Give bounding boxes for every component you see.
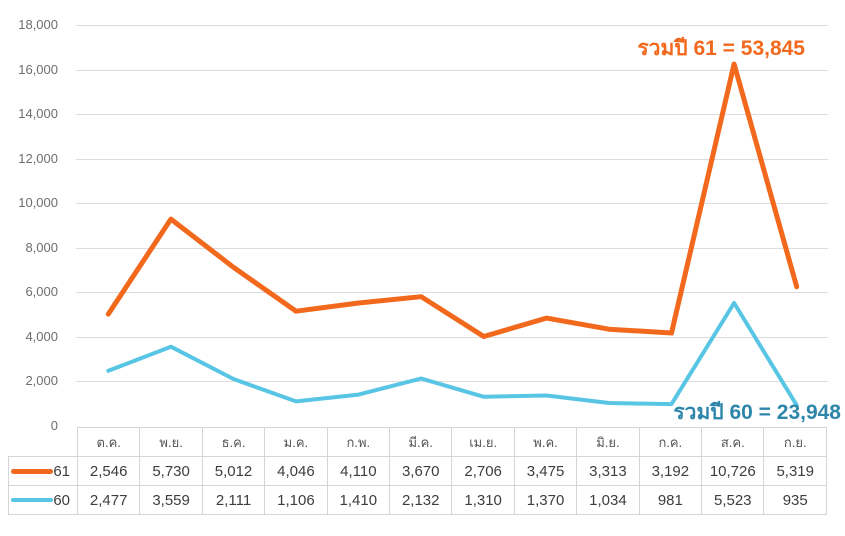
annotation-total-60: รวมปี 60 = 23,948 xyxy=(673,401,841,424)
value-cell: 4,110 xyxy=(326,456,391,486)
table-row-series-60: 60 2,477 3,559 2,111 1,106 1,410 2,132 1,310 1,3… xyxy=(8,485,827,515)
value-cell: 1,034 xyxy=(576,485,640,515)
month-header-cell: มี.ค. xyxy=(389,427,453,457)
legend-line-swatch-60 xyxy=(11,498,53,502)
month-header-cell: ม.ค. xyxy=(264,427,328,457)
month-header-cell: ก.พ. xyxy=(326,427,391,457)
month-header-cell: ก.ย. xyxy=(763,427,827,457)
data-table: ต.ค. พ.ย. ธ.ค. ม.ค. ก.พ. มี.ค. เม.ย. พ.ค. มิ.ย. ก… xyxy=(8,427,827,515)
value-cell: 1,370 xyxy=(513,485,578,515)
month-header-cell: เม.ย. xyxy=(451,427,515,457)
month-header-cell: พ.ค. xyxy=(513,427,578,457)
y-axis-tick-label: 10,000 xyxy=(18,195,58,211)
y-axis-tick-label: 8,000 xyxy=(25,239,58,255)
month-header-cell: มิ.ย. xyxy=(576,427,640,457)
value-cell: 1,410 xyxy=(326,485,391,515)
y-axis-tick-label: 0 xyxy=(50,418,58,433)
value-cell: 3,192 xyxy=(638,456,703,486)
value-cell: 2,132 xyxy=(389,485,453,515)
annotation-total-61: รวมปี 61 = 53,845 xyxy=(637,37,805,60)
table-header-row: ต.ค. พ.ย. ธ.ค. ม.ค. ก.พ. มี.ค. เม.ย. พ.ค. มิ.ย. ก… xyxy=(8,427,827,457)
value-cell: 10,726 xyxy=(701,456,765,486)
legend-label-61: 61 xyxy=(53,462,70,480)
month-header-cell: ต.ค. xyxy=(76,427,141,457)
month-header-cell: ก.ค. xyxy=(638,427,703,457)
y-axis-tick-label: 18,000 xyxy=(18,17,58,32)
value-cell: 2,111 xyxy=(201,485,266,515)
value-cell: 3,559 xyxy=(139,485,203,515)
value-cell: 3,670 xyxy=(389,456,453,486)
value-cell: 3,475 xyxy=(513,456,578,486)
value-cell: 3,313 xyxy=(576,456,640,486)
value-cell: 2,477 xyxy=(76,485,141,515)
series-line-60 xyxy=(106,301,799,408)
legend-cell-60: 60 xyxy=(8,485,78,515)
month-header-cell: ธ.ค. xyxy=(201,427,266,457)
value-cell: 5,523 xyxy=(701,485,765,515)
value-cell: 1,310 xyxy=(451,485,515,515)
value-cell: 935 xyxy=(763,485,827,515)
table-row-series-61: 61 2,546 5,730 5,012 4,046 4,110 3,670 2,706 3,4… xyxy=(8,456,827,486)
legend-cell-61: 61 xyxy=(8,456,78,486)
value-cell: 5,730 xyxy=(139,456,203,486)
month-header-cell: พ.ย. xyxy=(139,427,203,457)
value-cell: 5,319 xyxy=(763,456,827,486)
value-cell: 2,546 xyxy=(76,456,141,486)
y-axis-tick-label: 12,000 xyxy=(18,150,58,166)
y-axis-tick-label: 16,000 xyxy=(18,61,58,77)
y-axis-tick-label: 6,000 xyxy=(25,284,58,300)
value-cell: 981 xyxy=(638,485,703,515)
legend-line-swatch-61 xyxy=(11,468,53,474)
value-cell: 5,012 xyxy=(201,456,266,486)
series-line-61 xyxy=(105,61,800,339)
legend-label-60: 60 xyxy=(53,491,70,509)
y-axis-tick-label: 14,000 xyxy=(18,106,58,122)
value-cell: 1,106 xyxy=(264,485,328,515)
y-axis-tick-label: 4,000 xyxy=(25,328,58,344)
y-axis-tick-label: 2,000 xyxy=(25,373,58,389)
table-corner-cell xyxy=(8,427,78,457)
value-cell: 2,706 xyxy=(451,456,515,486)
value-cell: 4,046 xyxy=(264,456,328,486)
month-header-cell: ส.ค. xyxy=(701,427,765,457)
